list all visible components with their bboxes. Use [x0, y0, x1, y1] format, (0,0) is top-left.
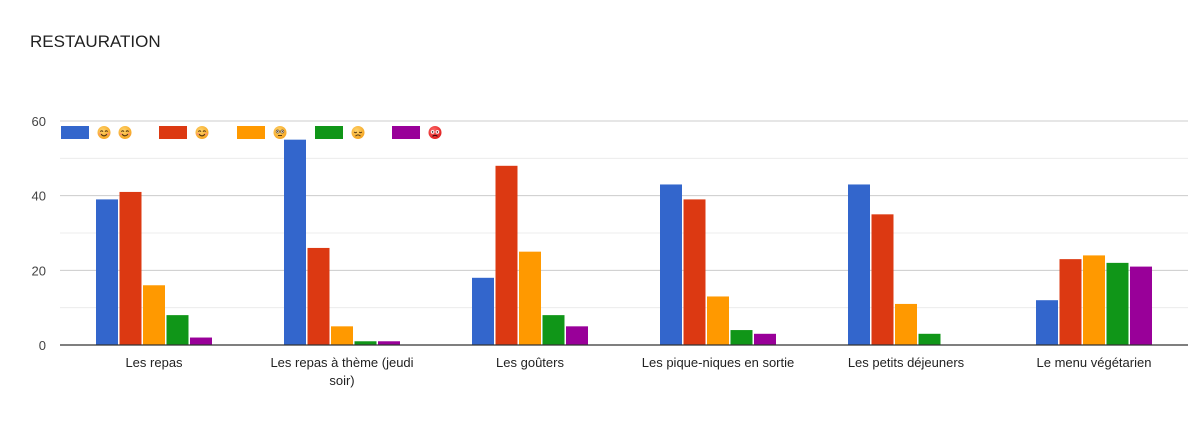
bar-neutral-face-1 — [331, 326, 353, 345]
bar-neutral-face-2 — [519, 251, 541, 345]
angry-face-icon — [428, 126, 442, 139]
x-category-label: Le menu végétarien — [1037, 355, 1152, 370]
bar-angry-face-0 — [190, 337, 212, 345]
y-tick-label: 20 — [32, 263, 46, 278]
bar-very-satisfied-double-smiley-4 — [848, 184, 870, 345]
bar-satisfied-smiley-4 — [871, 214, 894, 345]
legend-swatch — [392, 126, 420, 139]
y-tick-label: 0 — [39, 338, 46, 353]
chart-title: RESTAURATION — [30, 32, 161, 51]
bar-disappointed-face-1 — [354, 341, 377, 345]
bar-very-satisfied-double-smiley-1 — [284, 139, 306, 345]
bar-neutral-face-3 — [707, 296, 729, 345]
bar-angry-face-2 — [566, 326, 588, 345]
bar-neutral-face-5 — [1083, 255, 1105, 345]
x-category-label: Les repas à thème (jeudi soir) — [270, 355, 413, 388]
bar-very-satisfied-double-smiley-5 — [1036, 300, 1058, 345]
legend-swatch — [315, 126, 343, 139]
legend — [61, 126, 442, 139]
legend-swatch — [61, 126, 89, 139]
satisfied-smiley-icon — [195, 126, 209, 139]
legend-swatch — [159, 126, 187, 139]
bar-disappointed-face-2 — [542, 315, 565, 345]
legend-swatch — [237, 126, 265, 139]
bar-very-satisfied-double-smiley-3 — [660, 184, 682, 345]
bar-satisfied-smiley-1 — [307, 247, 330, 345]
bar-angry-face-1 — [378, 341, 400, 345]
bar-disappointed-face-4 — [918, 333, 941, 345]
x-category-label: Les repas — [125, 355, 183, 370]
y-tick-label: 40 — [32, 189, 46, 204]
bar-satisfied-smiley-5 — [1059, 259, 1082, 345]
bar-satisfied-smiley-3 — [683, 199, 706, 345]
x-category-label: Les goûters — [496, 355, 564, 370]
gridlines — [60, 120, 1188, 309]
bars — [96, 139, 1152, 345]
bar-neutral-face-0 — [143, 285, 165, 345]
bar-very-satisfied-double-smiley-0 — [96, 199, 118, 345]
bar-angry-face-5 — [1130, 266, 1152, 345]
bar-satisfied-smiley-0 — [119, 191, 142, 345]
bar-angry-face-3 — [754, 333, 776, 345]
bar-disappointed-face-0 — [166, 315, 189, 345]
very-satisfied-double-smiley-icon — [97, 126, 132, 139]
bar-neutral-face-4 — [895, 303, 917, 345]
x-category-label: Les pique-niques en sortie — [642, 355, 795, 370]
bar-very-satisfied-double-smiley-2 — [472, 277, 494, 345]
disappointed-face-icon — [351, 126, 365, 139]
x-category-label: Les petits déjeuners — [848, 355, 965, 370]
neutral-face-icon — [273, 126, 287, 139]
y-tick-label: 60 — [32, 114, 46, 129]
axes: 0 20 40 60 Les repas Les repas à thème (jeudi… — [32, 114, 1188, 388]
bar-disappointed-face-5 — [1106, 262, 1129, 345]
bar-satisfied-smiley-2 — [495, 165, 518, 345]
bar-disappointed-face-3 — [730, 330, 753, 345]
